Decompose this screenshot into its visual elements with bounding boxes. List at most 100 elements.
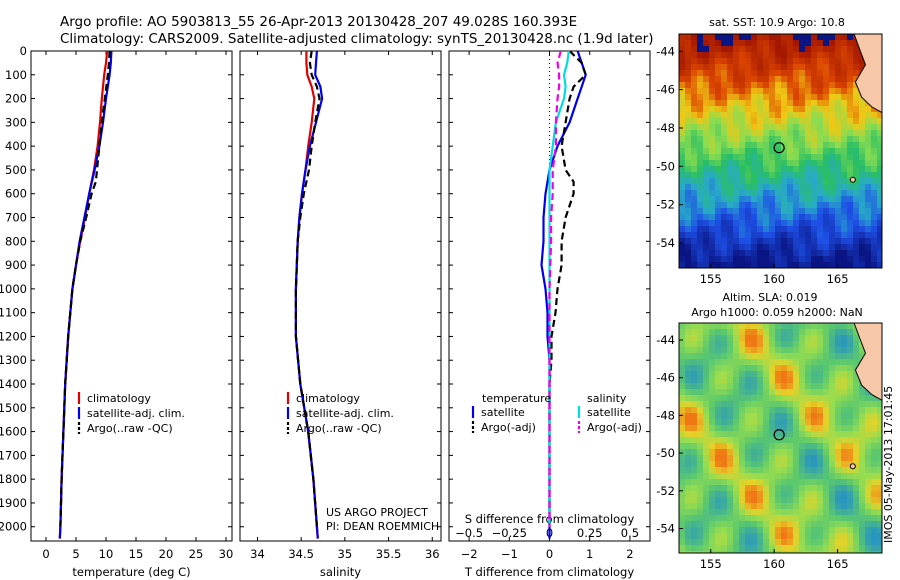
map-cell [841,425,847,431]
map-cell [811,262,817,268]
map-cell [745,250,751,256]
map-cell [799,491,805,497]
map-cell [847,130,853,136]
map-cell [871,226,877,232]
map-cell [781,124,787,130]
map-cell [829,142,835,148]
map-cell [769,395,775,401]
map-cell [841,323,847,329]
map-cell [823,166,829,172]
map-cell [697,383,703,389]
map-cell [835,220,841,226]
map-cell [841,449,847,455]
map-cell [775,527,781,533]
map-cell [697,401,703,407]
map-cell [745,329,751,335]
map-cell [829,545,835,551]
map-cell [817,545,823,551]
map-cell [853,160,859,166]
map-cell [835,431,841,437]
map-cell [697,244,703,250]
map-cell [745,431,751,437]
map-cell [865,497,871,503]
map-cell [871,232,877,238]
map-cell [835,40,841,46]
map-cell [715,431,721,437]
map-cell [853,40,859,46]
map-cell [703,389,709,395]
map-cell [763,413,769,419]
map-cell [745,124,751,130]
map-cell [679,154,685,160]
map-cell [745,401,751,407]
map-cell [703,365,709,371]
map-cell [679,401,685,407]
map-cell [715,395,721,401]
map-cell [769,154,775,160]
map-cell [829,419,835,425]
map-cell [733,46,739,52]
map-cell [679,329,685,335]
map-cell [709,76,715,82]
map-cell [877,184,882,190]
map-cell [775,232,781,238]
map-cell [871,250,877,256]
map-cell [739,70,745,76]
map-cell [853,365,859,371]
map-cell [823,401,829,407]
legend-label: satellite-adj. clim. [87,407,185,420]
map-cell [835,395,841,401]
map-cell [853,202,859,208]
map-cell [793,401,799,407]
map-cell [811,220,817,226]
map-cell [841,70,847,76]
map-cell [817,479,823,485]
map-cell [715,52,721,58]
map-cell [799,58,805,64]
map-cell [781,485,787,491]
map-cell [685,34,691,40]
map-cell [799,34,805,40]
map-cell [739,52,745,58]
map-cell [799,142,805,148]
map-cell [757,329,763,335]
map-cell [745,142,751,148]
map-cell [793,335,799,341]
map-cell [769,46,775,52]
map-cell [733,130,739,136]
map-cell [739,455,745,461]
map-cell [805,341,811,347]
map-cell [781,148,787,154]
map-cell [787,503,793,509]
map-cell [757,202,763,208]
map-cell [805,208,811,214]
map-cell [853,431,859,437]
map-cell [847,124,853,130]
map-cell [739,395,745,401]
map-cell [835,208,841,214]
map-cell [769,148,775,154]
map-cell [691,473,697,479]
map-cell [709,377,715,383]
map-cell [697,455,703,461]
map-cell [769,443,775,449]
map-cell [745,389,751,395]
map-cell [859,154,865,160]
map-cell [745,479,751,485]
map-cell [745,196,751,202]
map-cell [739,347,745,353]
map-cell [769,172,775,178]
map-cell [733,503,739,509]
map-cell [745,220,751,226]
map-cell [865,226,871,232]
map-cell [799,449,805,455]
map-cell [751,389,757,395]
map-cell [691,106,697,112]
map-cell [865,395,871,401]
map-cell [739,196,745,202]
map-cell [811,335,817,341]
map-cell [751,106,757,112]
map-cell [691,196,697,202]
map-cell [835,232,841,238]
map-cell [799,226,805,232]
